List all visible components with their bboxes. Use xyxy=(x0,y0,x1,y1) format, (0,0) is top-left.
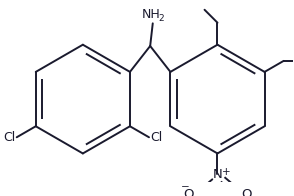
Text: +: + xyxy=(222,167,230,177)
Text: O: O xyxy=(183,188,193,196)
Text: −: − xyxy=(181,182,190,192)
Text: 2: 2 xyxy=(158,14,164,23)
Text: N: N xyxy=(213,168,222,181)
Text: Cl: Cl xyxy=(3,131,15,144)
Text: NH: NH xyxy=(142,8,161,21)
Text: Cl: Cl xyxy=(151,131,163,144)
Text: O: O xyxy=(242,188,252,196)
